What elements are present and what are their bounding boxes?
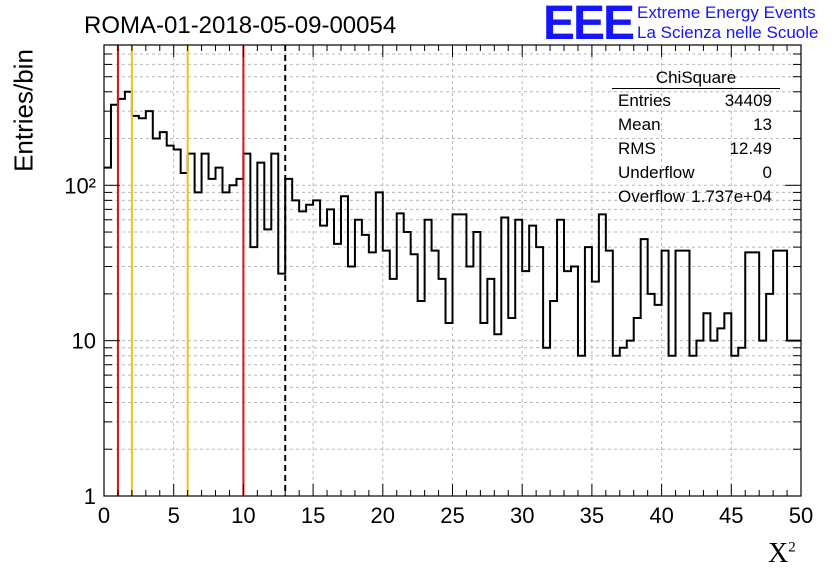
x-tick-label: 45 — [719, 503, 743, 528]
stats-label: Mean — [618, 115, 661, 134]
x-tick-label: 30 — [510, 503, 534, 528]
axes — [103, 44, 802, 497]
run-title: ROMA-01-2018-05-09-00054 — [84, 12, 397, 39]
x-tick-label: 20 — [371, 503, 395, 528]
grid — [104, 45, 801, 496]
stats-row: Mean 13 — [610, 113, 780, 137]
stats-box: ChiSquare Entries 34409 Mean 13 RMS 12.49 U… — [610, 68, 780, 209]
x-axis-label: X2 — [768, 538, 796, 570]
stats-row: RMS 12.49 — [610, 137, 780, 161]
histogram-bars — [104, 90, 801, 357]
x-tick-label: 25 — [440, 503, 464, 528]
stats-label: Overflow — [618, 187, 686, 206]
x-tick-label: 40 — [649, 503, 673, 528]
y-tick-label: 10² — [64, 173, 96, 198]
histogram-step-line — [104, 90, 801, 357]
y-tick-label: 1 — [84, 484, 96, 509]
stats-row: Overflow 1.737e+04 — [610, 185, 780, 209]
stats-value: 34409 — [724, 91, 772, 110]
eee-logo: EEE — [543, 0, 635, 50]
x-tick-label: 15 — [301, 503, 325, 528]
x-tick-label: 5 — [168, 503, 180, 528]
y-tick-label: 10 — [72, 329, 96, 354]
stats-value: 12.49 — [729, 139, 772, 158]
org-tagline: La Scienza nelle Scuole — [637, 23, 819, 42]
stats-value: 0 — [762, 163, 772, 182]
stats-row: Entries 34409 — [610, 89, 780, 113]
x-tick-label: 35 — [580, 503, 604, 528]
stats-label: RMS — [618, 139, 656, 158]
stats-label: Underflow — [618, 163, 695, 182]
y-axis-label: Entries/bin — [8, 49, 39, 172]
tick-labels: 0 5 10 15 20 25 30 35 40 45 50 1 10 10² — [64, 173, 813, 528]
stats-value: 13 — [753, 115, 772, 134]
org-name: Extreme Energy Events — [637, 3, 816, 22]
x-axis-label-main: X — [768, 538, 789, 569]
stats-value: 1.737e+04 — [691, 187, 772, 206]
x-tick-label: 50 — [789, 503, 813, 528]
stats-title: ChiSquare — [612, 68, 780, 89]
stats-row: Underflow 0 — [610, 161, 780, 185]
stats-label: Entries — [618, 91, 671, 110]
x-axis-label-sup: 2 — [788, 539, 796, 556]
x-tick-label: 10 — [231, 503, 255, 528]
reference-lines — [116, 45, 287, 496]
x-tick-label: 0 — [98, 503, 110, 528]
